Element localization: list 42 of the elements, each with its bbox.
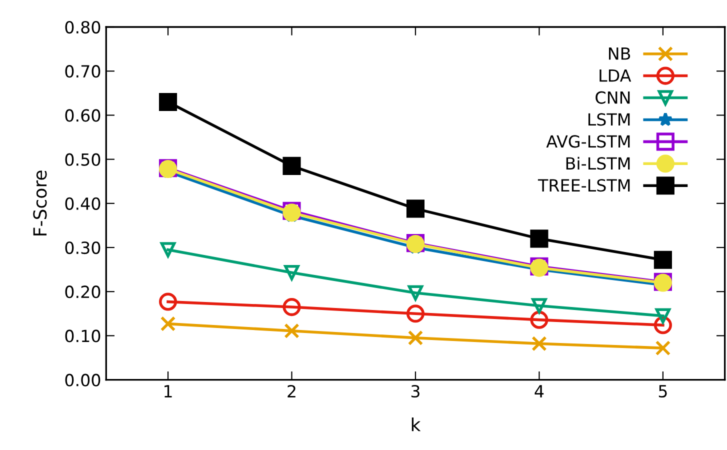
- point: [160, 242, 176, 258]
- x-axis-title: k: [412, 417, 421, 432]
- y-tick-label: 0.20: [65, 286, 100, 298]
- point: [158, 92, 178, 111]
- point: [530, 310, 548, 329]
- point: [406, 200, 425, 218]
- point: [408, 330, 424, 346]
- x-tick-label: 1: [164, 385, 172, 398]
- legend-label: LSTM: [588, 113, 630, 126]
- legend-label: AVG-LSTM: [546, 135, 630, 148]
- point: [408, 285, 424, 301]
- y-tick-label: 0.80: [65, 20, 100, 34]
- y-tick-label: 0.40: [65, 197, 100, 210]
- point: [655, 340, 671, 356]
- point: [284, 323, 300, 338]
- legend-label: Bi-LSTM: [566, 156, 630, 170]
- point: [282, 298, 301, 316]
- y-tick-label: 0.70: [65, 65, 100, 78]
- point: [406, 304, 425, 323]
- point: [655, 308, 671, 324]
- legend-label: NB: [608, 48, 630, 60]
- y-tick-label: 0.60: [65, 109, 100, 122]
- point: [282, 156, 301, 175]
- point: [530, 230, 548, 248]
- x-tick-label: 3: [411, 384, 420, 398]
- y-axis-title: F-Score: [33, 170, 47, 236]
- point: [284, 264, 300, 280]
- legend-label: TREE-LSTM: [538, 179, 630, 192]
- point: [160, 316, 176, 332]
- legend-label: CNN: [596, 91, 630, 104]
- y-tick-label: 0.10: [65, 330, 100, 342]
- y-tick-label: 0.00: [65, 374, 100, 386]
- y-tick-label: 0.30: [65, 241, 100, 254]
- point: [532, 336, 547, 352]
- point: [654, 250, 672, 269]
- point: [532, 298, 547, 314]
- x-tick-label: 2: [288, 384, 296, 398]
- y-tick-label: 0.50: [65, 153, 100, 166]
- point: [158, 292, 178, 311]
- x-tick-label: 5: [658, 385, 667, 398]
- legend-label: LDA: [600, 69, 632, 82]
- x-tick-label: 4: [534, 385, 544, 398]
